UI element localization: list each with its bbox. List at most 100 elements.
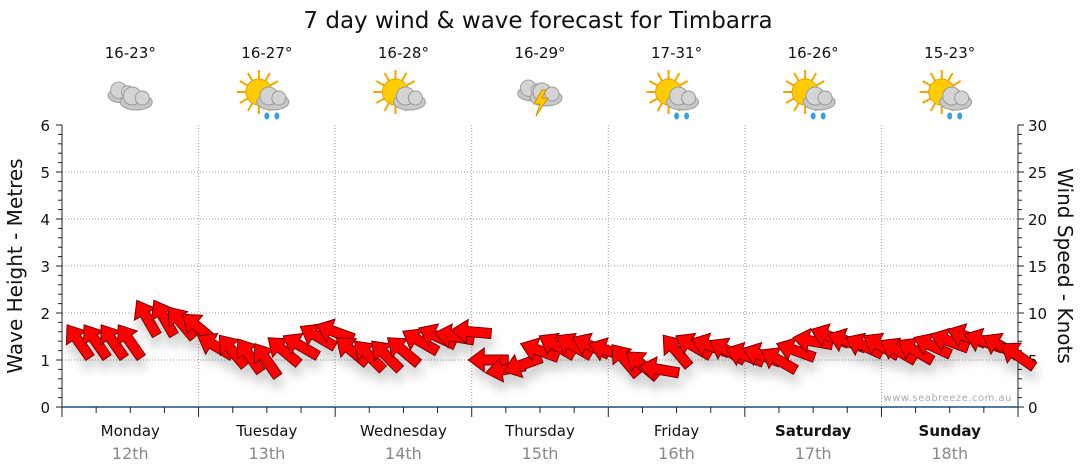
sun-ray (246, 101, 254, 112)
y2-tick-label: 10 (1028, 305, 1047, 323)
wind-arrow (844, 332, 885, 360)
sun-ray (951, 80, 962, 87)
cloud-part (407, 90, 423, 106)
cloud-part (817, 90, 833, 106)
day-label: Saturday (775, 422, 852, 440)
date-label: 17th (795, 444, 832, 463)
rain-drop-icon (264, 112, 270, 120)
sun-ray (922, 80, 932, 87)
rain-drop-icon (820, 112, 826, 120)
cloud-icon (939, 86, 973, 111)
sun-ray (793, 72, 801, 83)
cloud-icon (666, 86, 700, 111)
sun-ray (793, 101, 801, 112)
date-label: 16th (658, 444, 695, 463)
sun-ray (400, 72, 408, 83)
rain-drop-icon (810, 112, 816, 120)
y2-tick-label: 0 (1028, 399, 1038, 417)
temperature-range: 17-31° (651, 44, 702, 62)
partly-cloudy-showers-icon (646, 70, 700, 120)
y2-tick-label: 25 (1028, 164, 1047, 182)
temperature-range: 16-27° (241, 44, 292, 62)
sun-ray (922, 97, 932, 104)
cloud-part (271, 90, 287, 106)
sun-ray (239, 97, 249, 104)
wind-arrow (467, 347, 509, 373)
wind-arrow (117, 324, 147, 362)
y-tick-label: 3 (40, 258, 50, 276)
sun-ray (656, 101, 664, 112)
sun-ray (239, 80, 249, 87)
y-tick-label: 4 (40, 211, 50, 229)
sun-ray (810, 72, 818, 83)
sun-ray (785, 97, 796, 104)
sun-ray (263, 72, 271, 83)
temperature-range: 16-29° (514, 44, 565, 62)
y2-tick-label: 20 (1028, 211, 1047, 229)
cloud-icon (802, 86, 836, 111)
partly-cloudy-showers-icon (919, 70, 973, 120)
partly-cloudy-showers-icon (236, 70, 290, 120)
date-label: 14th (385, 444, 422, 463)
cloud-icon (119, 86, 153, 111)
wind-arrow (879, 337, 919, 366)
sun-ray (656, 72, 664, 83)
sun-ray (375, 97, 386, 104)
rain-drop-icon (274, 112, 280, 120)
sun-ray (929, 101, 937, 112)
rain-drop-icon (684, 112, 690, 120)
lightning-bolt-icon (533, 89, 549, 117)
wind-arrow (538, 332, 578, 361)
y-axis-title: Wave Height - Metres (3, 158, 27, 373)
sun-ray (678, 80, 689, 87)
wind-arrow (638, 355, 681, 382)
temperature-range: 16-26° (788, 44, 839, 62)
sun-ray (383, 101, 391, 112)
day-label: Sunday (919, 422, 982, 440)
day-label: Tuesday (235, 422, 297, 440)
rain-drop-icon (957, 112, 963, 120)
wind-arrow (282, 332, 321, 361)
y-tick-label: 0 (40, 399, 50, 417)
watermark: www.seabreeze.com.au (884, 393, 1012, 404)
wind-arrow (335, 337, 371, 368)
rain-drop-icon (947, 112, 953, 120)
date-label: 13th (248, 444, 285, 463)
sun-ray (375, 80, 386, 87)
y-tick-label: 5 (40, 164, 50, 182)
sun-ray (649, 80, 659, 87)
y-tick-label: 6 (40, 117, 50, 135)
partly-cloudy-showers-icon (783, 70, 836, 120)
day-label: Friday (654, 422, 700, 440)
date-label: 15th (522, 444, 559, 463)
y-tick-label: 1 (40, 352, 50, 370)
date-label: 12th (112, 444, 149, 463)
rain-drop-icon (674, 112, 680, 120)
temperature-range: 16-23° (105, 44, 156, 62)
temperature-range: 16-28° (378, 44, 429, 62)
cloud-part (954, 90, 970, 106)
sun-ray (673, 72, 681, 83)
y2-tick-label: 30 (1028, 117, 1047, 135)
day-label: Thursday (504, 422, 575, 440)
sun-ray (246, 72, 254, 83)
wind-arrows (65, 299, 1038, 383)
y-tick-label: 2 (40, 305, 50, 323)
thunderstorm-icon (517, 79, 563, 117)
y2-axis-title: Wind Speed - Knots (1053, 168, 1077, 364)
cloud-part (681, 90, 697, 106)
sun-ray (383, 72, 391, 83)
sun-ray (649, 97, 659, 104)
wind-arrow (502, 352, 544, 379)
cloud-icon (256, 86, 290, 111)
temperature-range: 15-23° (924, 44, 975, 62)
day-label: Monday (101, 422, 160, 440)
sun-ray (785, 80, 796, 87)
date-label: 18th (931, 444, 968, 463)
cloudy-icon (107, 81, 153, 111)
sun-ray (946, 72, 954, 83)
sun-ray (815, 80, 825, 87)
wind-arrow (1000, 342, 1038, 372)
wind-arrow (450, 318, 493, 345)
